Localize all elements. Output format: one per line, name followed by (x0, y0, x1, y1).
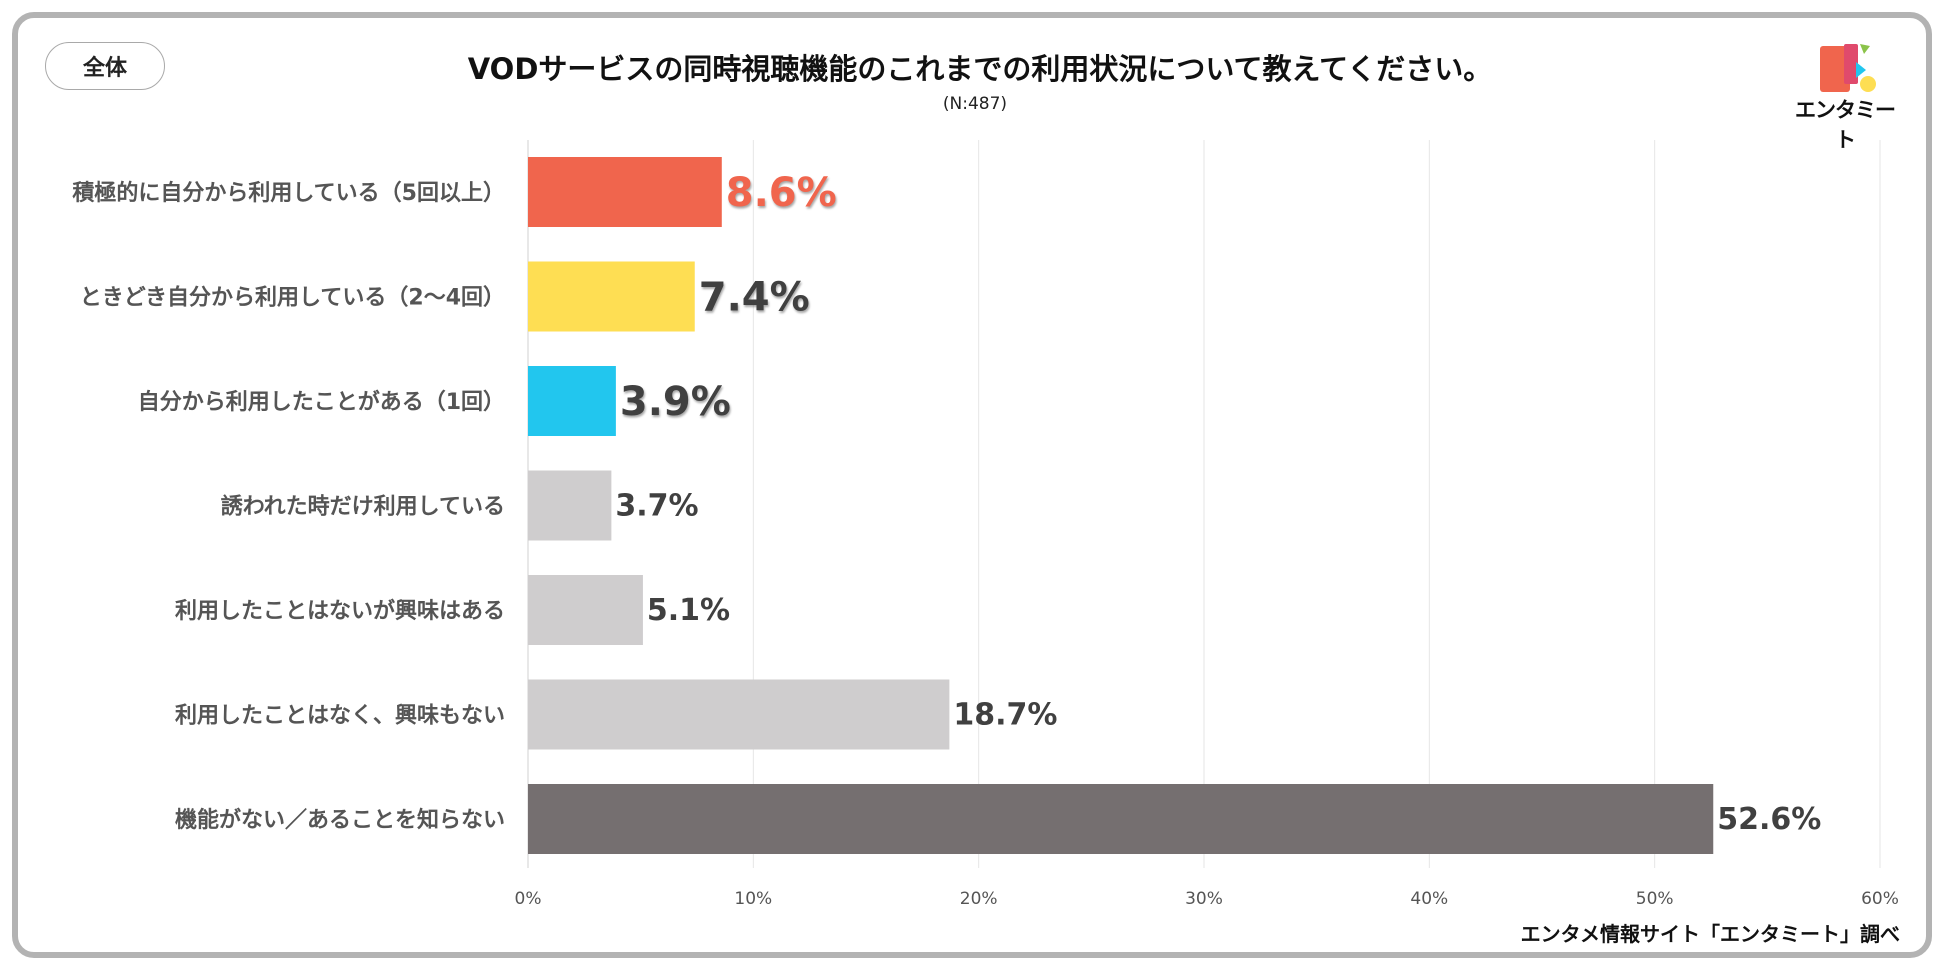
x-tick-label: 0% (515, 889, 542, 909)
category-label: ときどき自分から利用している（2〜4回） (80, 285, 505, 311)
bar (528, 784, 1714, 854)
bar (528, 261, 695, 332)
data-label: 18.7% (953, 698, 1057, 733)
chart-title: VODサービスの同時視聴機能のこれまでの利用状況について教えてください。 (467, 52, 1493, 86)
category-label: 利用したことはなく、興味もない (175, 704, 505, 729)
bar (528, 470, 612, 541)
data-label: 52.6% (1717, 802, 1821, 837)
bar (528, 157, 722, 227)
data-label: 5.1% (647, 593, 730, 628)
bar (528, 679, 950, 750)
entameet-logo-icon (1820, 44, 1876, 92)
x-tick-label: 20% (960, 889, 998, 909)
source-credit: エンタメ情報サイト「エンタミート」調べ (1520, 922, 1900, 946)
category-label: 利用したことはないが興味はある (175, 598, 505, 624)
data-label: 7.4% (699, 275, 810, 321)
x-tick-label: 50% (1636, 889, 1674, 909)
segment-badge: 全体 (45, 42, 165, 90)
data-label: 3.7% (615, 489, 698, 524)
data-label: 8.6% (726, 170, 837, 216)
category-label: 誘われた時だけ利用している (221, 494, 505, 520)
x-tick-label: 40% (1410, 889, 1448, 909)
x-tick-label: 60% (1861, 889, 1899, 909)
x-tick-label: 30% (1185, 889, 1223, 909)
data-label: 3.9% (620, 379, 731, 425)
bar (528, 575, 643, 645)
bar (528, 366, 616, 436)
category-label: 自分から利用したことがある（1回） (138, 389, 505, 415)
category-label: 積極的に自分から利用している（5回以上） (72, 180, 505, 206)
logo-text: エンタミート (1795, 98, 1896, 152)
x-tick-label: 10% (734, 889, 772, 909)
category-label: 機能がない／あることを知らない (175, 807, 505, 833)
chart-subtitle: (N:487) (942, 94, 1008, 114)
